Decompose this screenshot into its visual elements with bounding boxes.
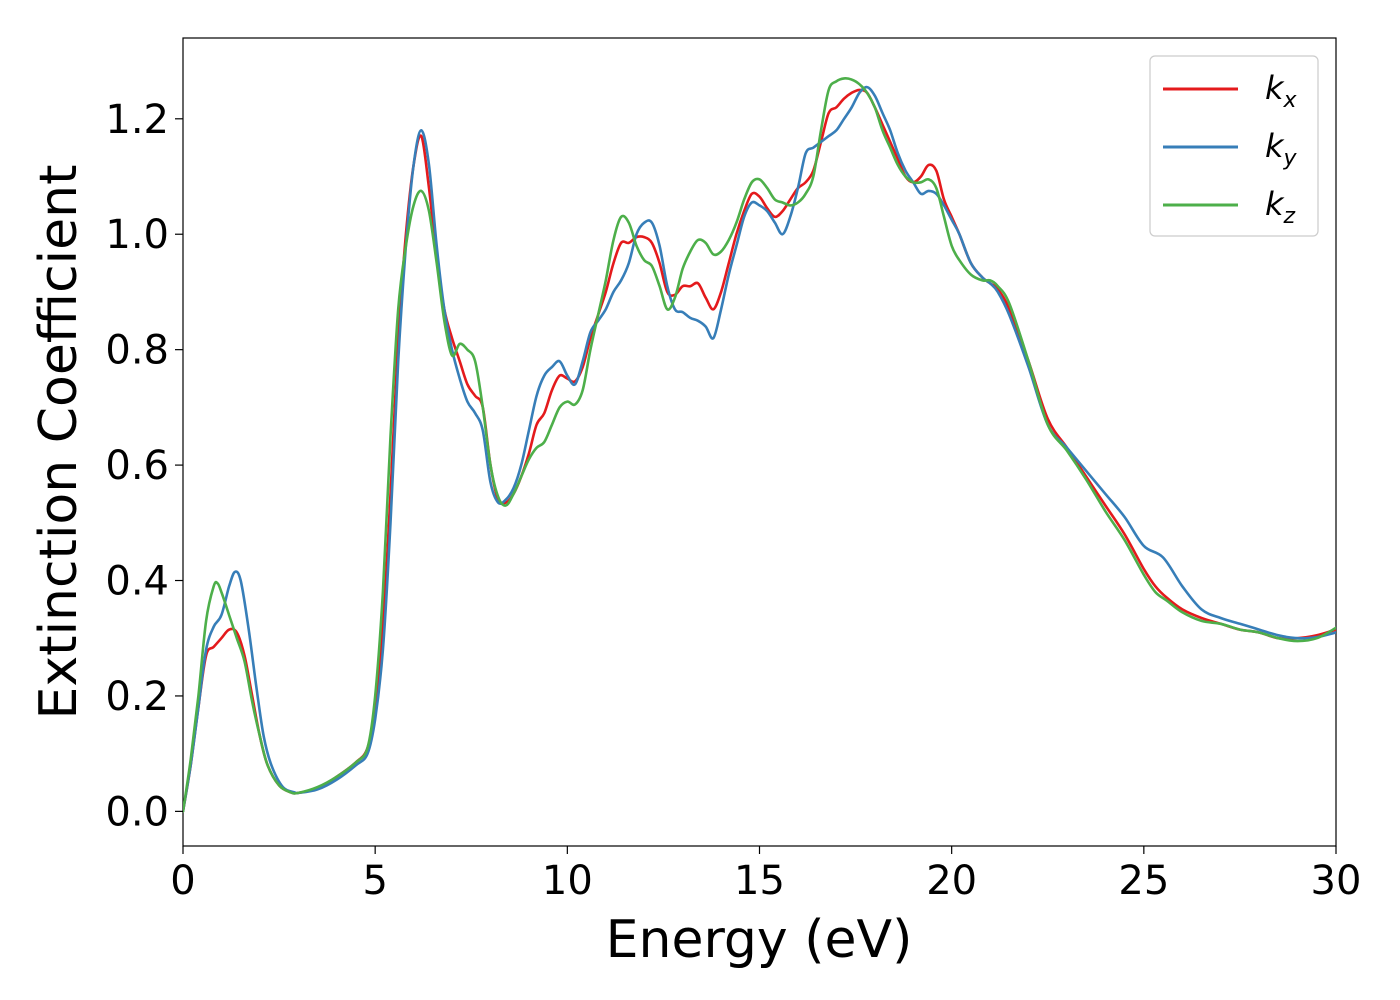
y-tick-label: 0.6	[105, 443, 169, 489]
x-tick-label: 10	[542, 858, 593, 904]
y-tick-label: 1.0	[105, 212, 169, 258]
legend-label-subscript: y	[1283, 146, 1298, 171]
legend-label-x: kx	[1265, 69, 1298, 113]
y-tick-label: 0.8	[105, 328, 169, 374]
x-tick-label: 25	[1118, 858, 1169, 904]
x-tick-label: 30	[1311, 858, 1362, 904]
y-axis-title: Extinction Coefficient	[29, 165, 89, 720]
y-tick-label: 0.2	[105, 674, 169, 720]
legend-label-base: k	[1265, 69, 1285, 107]
y-tick-label: 1.2	[105, 97, 169, 143]
x-tick-label: 0	[170, 858, 195, 904]
x-tick-label: 15	[734, 858, 785, 904]
legend-label-base: k	[1265, 185, 1285, 223]
legend-label-subscript: z	[1283, 204, 1296, 229]
series-line-y	[183, 85, 1336, 813]
legend-label-z: kz	[1265, 185, 1296, 229]
legend-label-base: k	[1265, 127, 1285, 165]
series-line-z	[183, 77, 1336, 813]
x-axis: 0 5 10 15 20 25 30	[170, 846, 1361, 904]
series-layer	[183, 77, 1336, 813]
x-tick-label: 5	[362, 858, 387, 904]
x-axis-title: Energy (eV)	[606, 910, 913, 970]
x-tick-label: 20	[926, 858, 977, 904]
y-axis: 0.0 0.2 0.4 0.6 0.8 1.0 1.2	[105, 97, 183, 835]
y-tick-label: 0.4	[105, 559, 169, 605]
legend-label-y: ky	[1265, 127, 1298, 171]
legend-label-subscript: x	[1283, 88, 1298, 113]
y-tick-label: 0.0	[105, 789, 169, 835]
